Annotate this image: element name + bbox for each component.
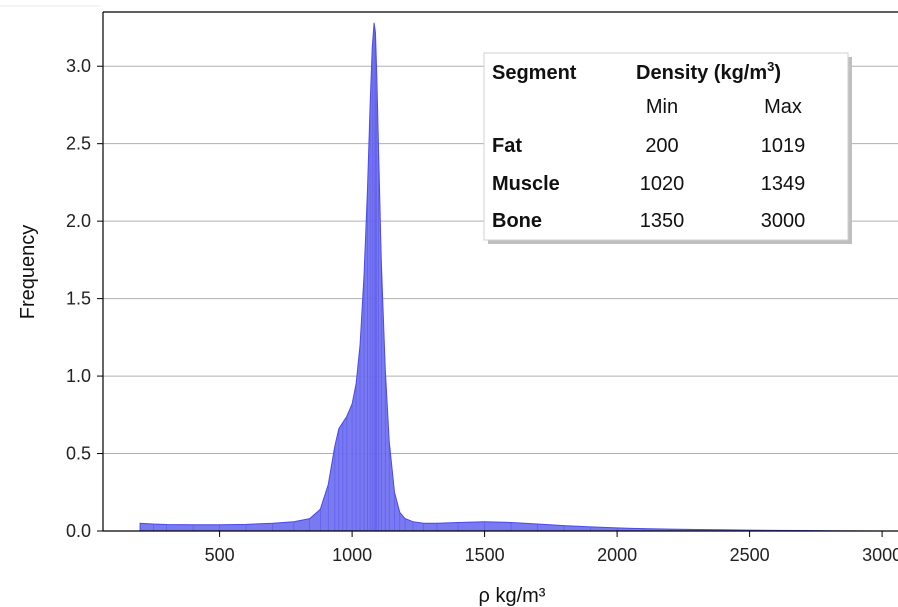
table-row-segment: Fat bbox=[492, 135, 522, 157]
table-row-segment: Muscle bbox=[492, 173, 560, 195]
y-tick-label: 1.5 bbox=[66, 289, 91, 309]
x-axis-title: ρ kg/m³ bbox=[479, 585, 546, 607]
table-subheader-max: Max bbox=[764, 96, 802, 118]
table-rows: Fat 200 1019 Muscle 1020 1349 Bone 1350 3000 bbox=[492, 135, 805, 232]
table-row-min: 1020 bbox=[640, 173, 685, 195]
y-axis-title: Frequency bbox=[17, 225, 39, 320]
table-subheader-min: Min bbox=[646, 96, 678, 118]
x-tick-label: 1500 bbox=[465, 545, 505, 565]
y-tick-label: 0.5 bbox=[66, 444, 91, 464]
table-row-max: 1019 bbox=[761, 135, 806, 157]
table-row-max: 1349 bbox=[761, 173, 806, 195]
y-tick-label: 2.0 bbox=[66, 211, 91, 231]
table-row-min: 1350 bbox=[640, 210, 685, 232]
table-row-max: 3000 bbox=[761, 210, 806, 232]
plot-area bbox=[139, 22, 883, 532]
x-tick-label: 500 bbox=[205, 545, 235, 565]
table-row-min: 200 bbox=[645, 135, 678, 157]
series-area bbox=[139, 22, 883, 532]
x-tick-label: 2500 bbox=[730, 545, 770, 565]
x-tick-label: 1000 bbox=[332, 545, 372, 565]
density-table: Segment Density (kg/m3) Min Max Fat 200 10… bbox=[483, 52, 852, 244]
x-tick-label: 2000 bbox=[597, 545, 637, 565]
x-tick-label: 3000 bbox=[862, 545, 898, 565]
table-background bbox=[483, 52, 849, 241]
y-tick-label: 0.0 bbox=[66, 521, 91, 541]
table-header-segment: Segment bbox=[492, 62, 577, 84]
table-row-segment: Bone bbox=[492, 210, 542, 232]
x-axis-ticks: 500 1000 1500 2000 2500 3000 bbox=[205, 531, 898, 565]
y-tick-label: 3.0 bbox=[66, 56, 91, 76]
table-header-density: Density (kg/m3) bbox=[636, 59, 781, 84]
y-tick-label: 1.0 bbox=[66, 366, 91, 386]
y-tick-label: 2.5 bbox=[66, 134, 91, 154]
y-axis-ticks: 0.0 0.5 1.0 1.5 2.0 2.5 3.0 bbox=[66, 56, 103, 541]
